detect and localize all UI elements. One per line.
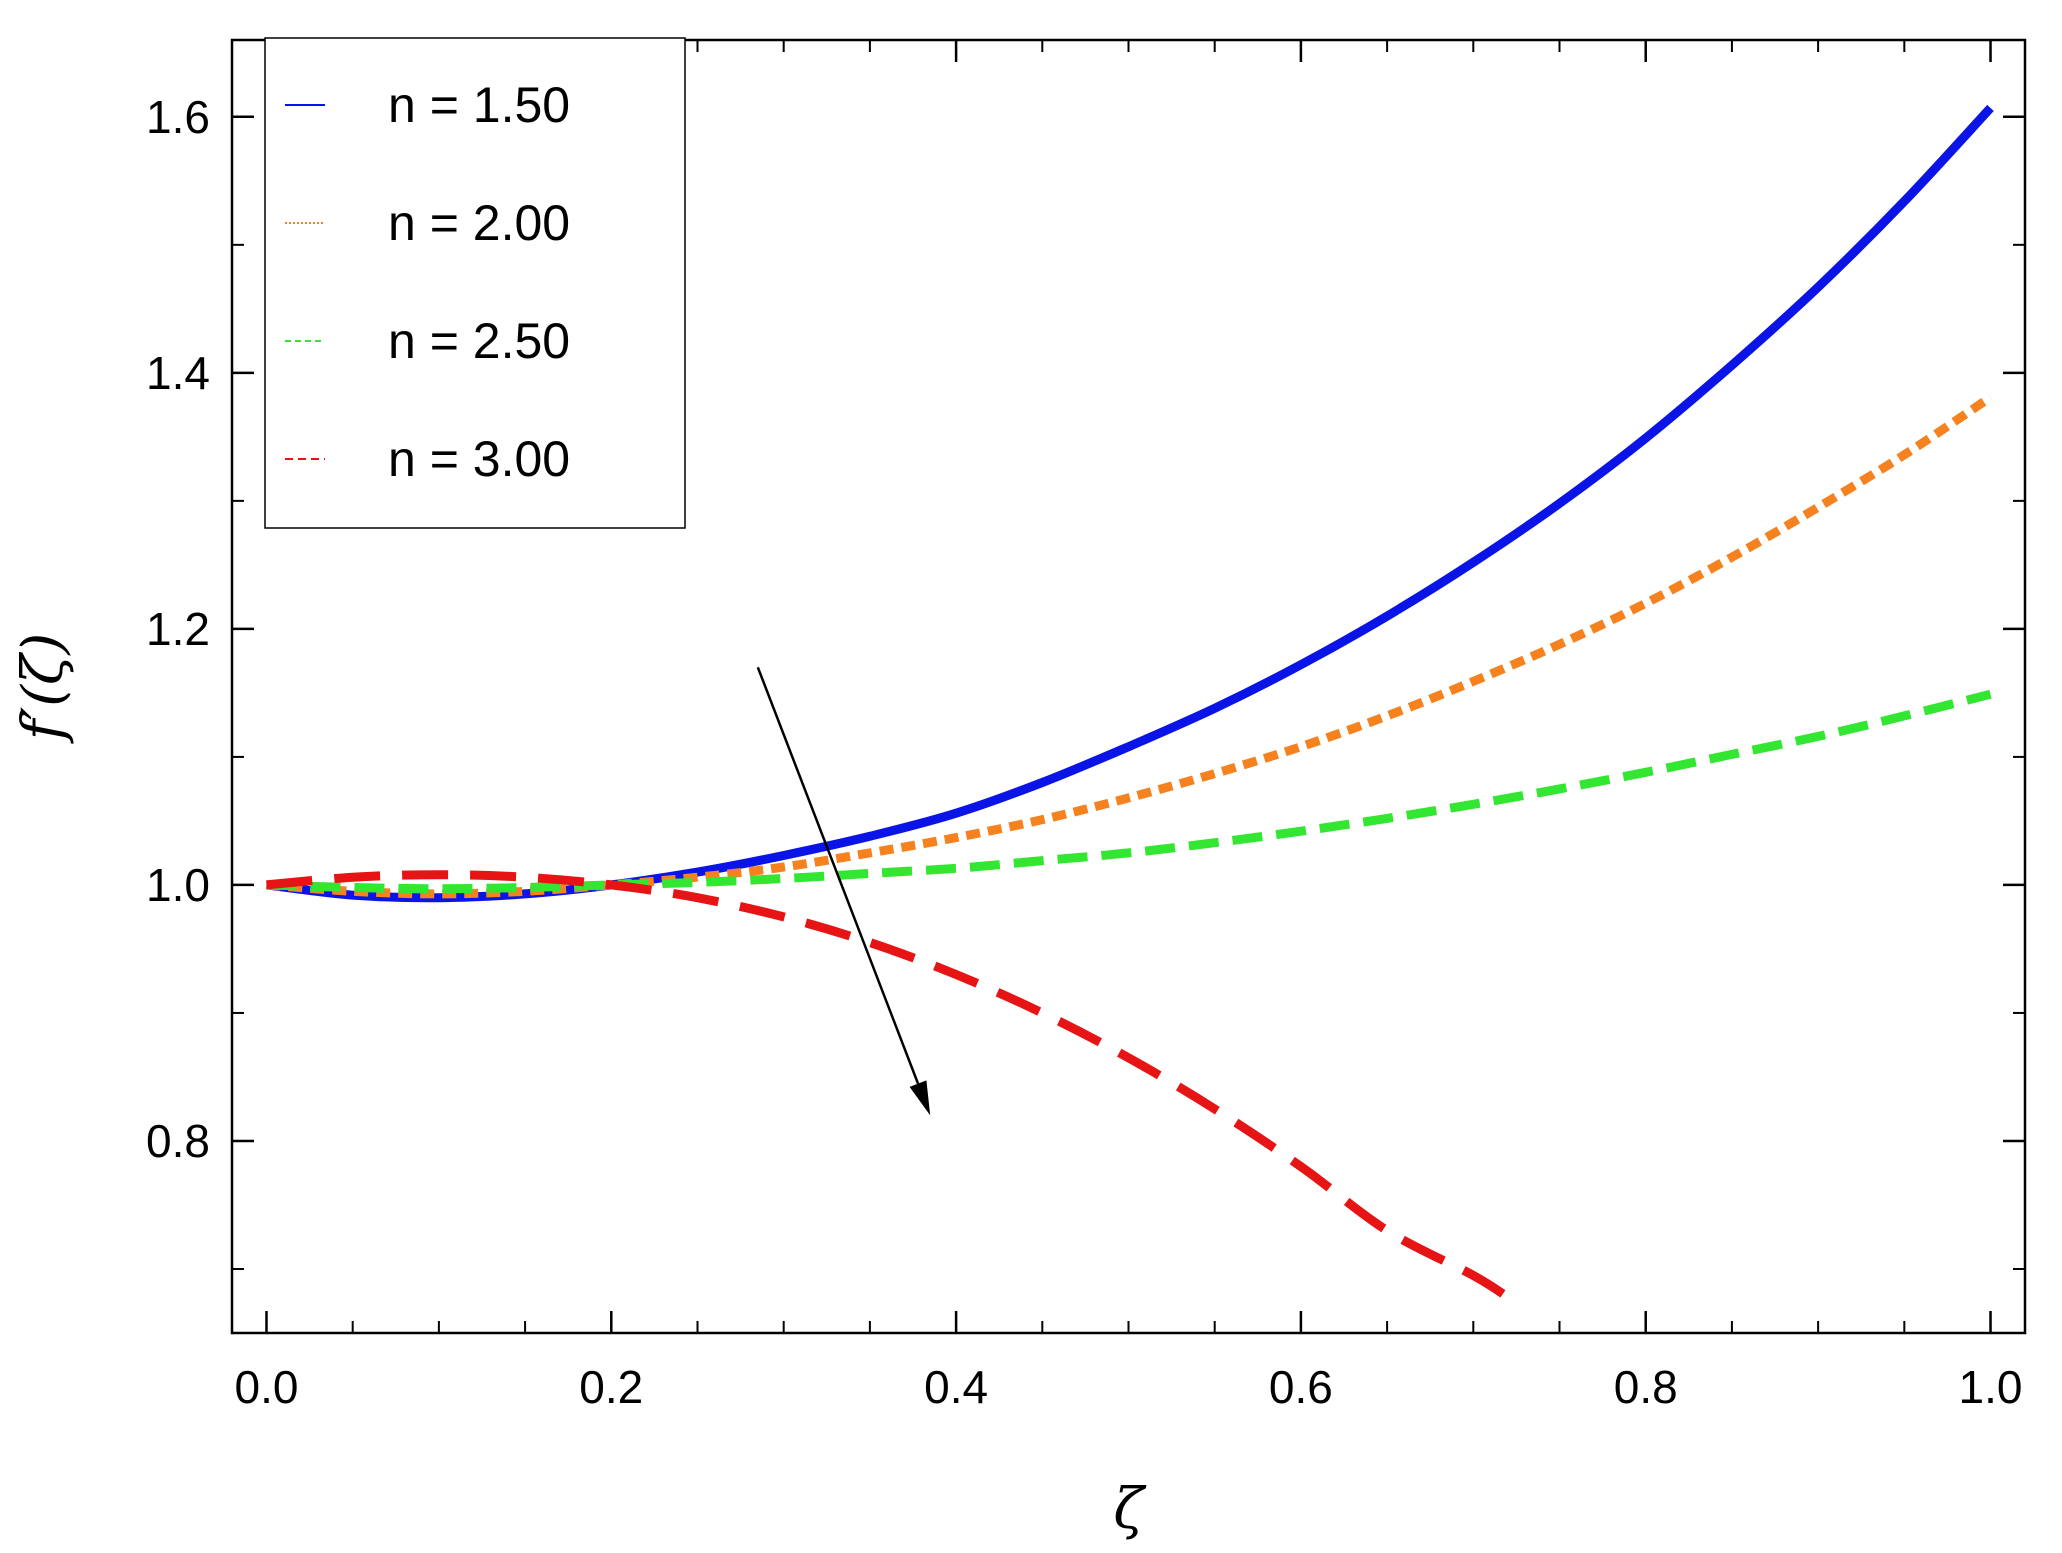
annotations	[756, 666, 931, 1116]
y-axis-title: f′(ζ)	[11, 633, 76, 745]
y-tick-label: 1.0	[146, 859, 210, 911]
legend-item: n = 1.50	[285, 77, 570, 133]
legend-items: n = 1.50 n = 2.00 n = 2.50 n = 3.00	[285, 77, 570, 487]
x-tick-label: 1.0	[1959, 1361, 2023, 1413]
y-tick-label: 1.4	[146, 347, 210, 399]
legend-item: n = 3.00	[285, 431, 570, 487]
series-line-3	[266, 689, 1992, 894]
x-tick-label: 0.6	[1269, 1361, 1333, 1413]
y-tick-label: 1.6	[146, 91, 210, 143]
legend-item: n = 2.00	[285, 195, 570, 251]
x-tick-label: 0.8	[1614, 1361, 1678, 1413]
y-tick-labels: 0.8 1.0 1.2 1.4 1.6	[146, 91, 210, 1167]
x-tick-label: 0.4	[924, 1361, 988, 1413]
x-axis-title: ζ	[1113, 1477, 1147, 1542]
trend-arrow-shaft	[756, 666, 920, 1085]
legend-box	[264, 37, 686, 529]
series-lines	[265, 104, 1994, 1301]
x-tick-label: 0.2	[579, 1361, 643, 1413]
legend-label: n = 2.50	[388, 313, 570, 369]
legend: n = 1.50 n = 2.00 n = 2.50 n = 3.00	[264, 37, 686, 529]
x-tick-labels: 0.0 0.2 0.4 0.6 0.8 1.0	[235, 1361, 2023, 1413]
legend-label: n = 2.00	[388, 195, 570, 251]
legend-item: n = 2.50	[285, 313, 570, 369]
y-tick-label: 1.2	[146, 603, 210, 655]
trend-arrow-head	[909, 1080, 931, 1116]
series-line-4	[266, 870, 1511, 1301]
x-tick-label: 0.0	[235, 1361, 299, 1413]
y-tick-label: 0.8	[146, 1115, 210, 1167]
legend-label: n = 3.00	[388, 431, 570, 487]
plot-frame	[230, 38, 2027, 1335]
axis-ticks	[232, 40, 2025, 1333]
legend-label: n = 1.50	[388, 77, 570, 133]
